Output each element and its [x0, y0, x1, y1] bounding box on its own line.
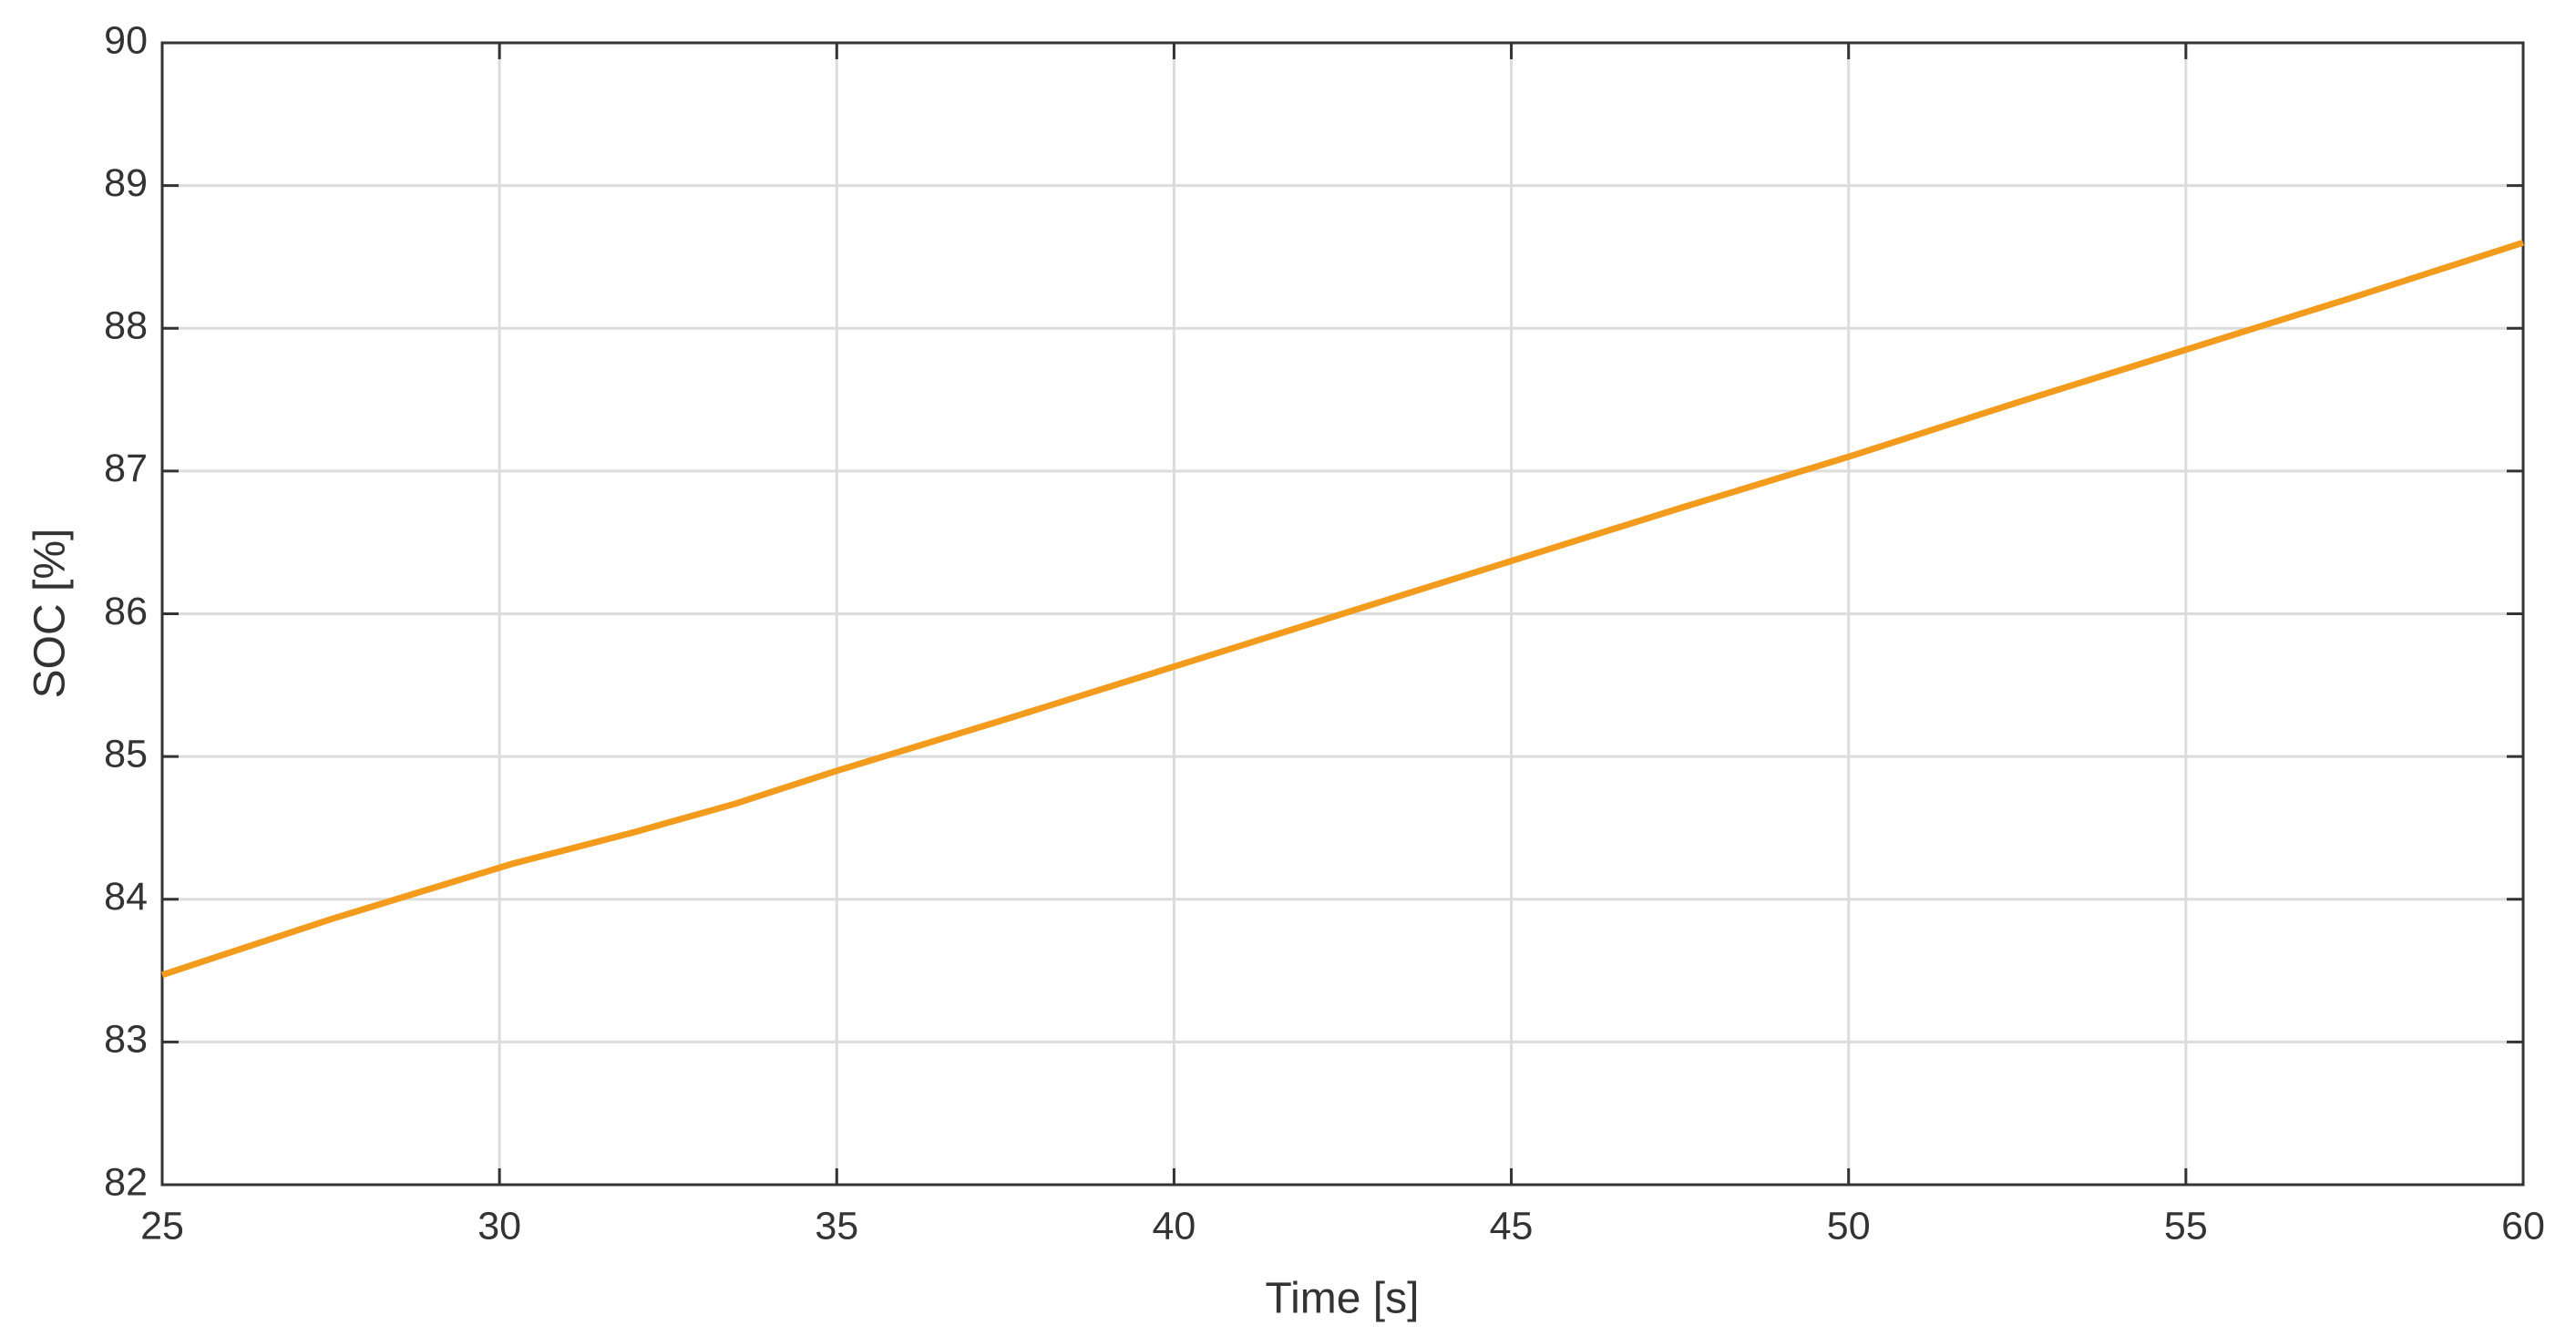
y-tick-label: 82 [104, 1160, 148, 1204]
x-tick-label: 35 [815, 1204, 858, 1248]
x-tick-label: 60 [2501, 1204, 2545, 1248]
x-axis-label: Time [s] [1266, 1275, 1420, 1323]
y-tick-label: 88 [104, 304, 148, 348]
plot-frame [160, 41, 2525, 1187]
y-tick-label: 87 [104, 447, 148, 490]
data-line [160, 239, 2525, 979]
y-tick-label: 83 [104, 1018, 148, 1062]
x-tick-label: 25 [140, 1204, 184, 1248]
y-tick-label: 86 [104, 590, 148, 633]
x-tick-label: 40 [1153, 1204, 1196, 1248]
y-tick-label: 90 [104, 18, 148, 62]
x-tick-label: 45 [1490, 1204, 1534, 1248]
y-tick-label: 84 [104, 875, 148, 919]
y-tick-label: 85 [104, 732, 148, 776]
x-tick-label: 30 [477, 1204, 521, 1248]
x-tick-label: 55 [2164, 1204, 2208, 1248]
y-tick-label: 89 [104, 161, 148, 205]
x-tick-label: 50 [1827, 1204, 1871, 1248]
y-axis-label: SOC [%] [26, 529, 75, 699]
